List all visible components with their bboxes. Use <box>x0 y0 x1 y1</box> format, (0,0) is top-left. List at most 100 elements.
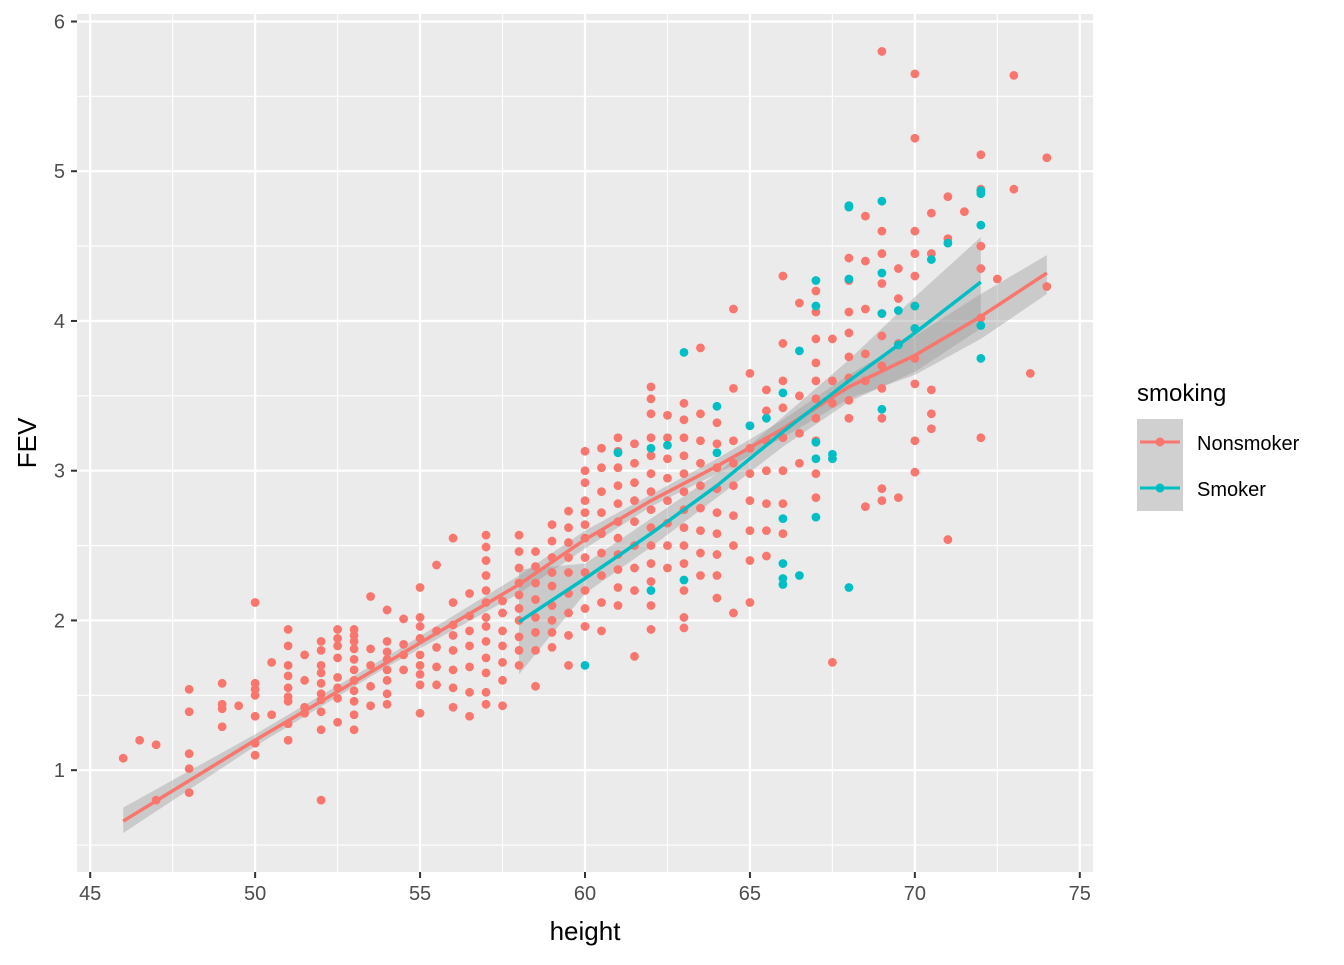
data-point-nonsmoker <box>481 542 491 552</box>
data-point-nonsmoker <box>448 598 458 607</box>
data-point-nonsmoker <box>778 271 788 281</box>
data-point-nonsmoker <box>415 622 425 631</box>
data-point-nonsmoker <box>399 639 408 649</box>
data-point-nonsmoker <box>465 687 474 697</box>
data-point-nonsmoker <box>877 383 887 393</box>
data-point-nonsmoker <box>877 413 887 423</box>
data-point-nonsmoker <box>696 503 705 513</box>
data-point-smoker <box>712 448 722 458</box>
data-point-nonsmoker <box>316 678 326 688</box>
data-point-nonsmoker <box>432 560 441 570</box>
data-point-nonsmoker <box>316 637 326 646</box>
data-point-nonsmoker <box>959 207 969 217</box>
data-point-nonsmoker <box>729 608 738 618</box>
data-point-nonsmoker <box>316 707 326 717</box>
data-point-nonsmoker <box>646 541 656 550</box>
y-tick-label: 4 <box>54 311 65 333</box>
data-point-nonsmoker <box>382 689 392 699</box>
data-point-smoker <box>679 348 689 357</box>
x-tick-label: 75 <box>1069 883 1091 905</box>
data-point-nonsmoker <box>184 684 194 694</box>
data-point-nonsmoker <box>448 645 458 655</box>
data-point-nonsmoker <box>811 376 821 386</box>
data-point-nonsmoker <box>580 622 590 631</box>
data-point-nonsmoker <box>481 622 491 631</box>
data-point-nonsmoker <box>976 241 986 251</box>
data-point-nonsmoker <box>778 499 788 509</box>
data-point-nonsmoker <box>663 496 672 506</box>
data-point-nonsmoker <box>1025 368 1035 378</box>
data-point-nonsmoker <box>745 526 755 535</box>
data-point-nonsmoker <box>481 687 491 697</box>
data-point-smoker <box>580 660 590 670</box>
data-point-nonsmoker <box>514 660 524 670</box>
x-tick-label: 60 <box>574 883 596 905</box>
data-point-nonsmoker <box>696 571 705 580</box>
data-point-nonsmoker <box>778 529 788 538</box>
data-point-nonsmoker <box>729 304 738 314</box>
data-point-nonsmoker <box>333 625 342 634</box>
data-point-nonsmoker <box>333 672 342 682</box>
y-tick-label: 3 <box>54 461 65 483</box>
data-point-nonsmoker <box>531 547 540 556</box>
data-point-nonsmoker <box>910 271 920 281</box>
data-point-nonsmoker <box>646 409 656 419</box>
data-point-nonsmoker <box>877 249 887 258</box>
data-point-nonsmoker <box>762 526 771 535</box>
data-point-nonsmoker <box>663 473 672 483</box>
data-point-smoker <box>828 454 837 464</box>
data-point-nonsmoker <box>547 642 557 652</box>
data-point-nonsmoker <box>762 466 771 476</box>
data-point-nonsmoker <box>184 749 194 759</box>
data-point-nonsmoker <box>646 487 656 497</box>
data-point-smoker <box>646 443 656 453</box>
data-point-nonsmoker <box>448 683 458 693</box>
data-point-nonsmoker <box>547 616 557 625</box>
data-point-nonsmoker <box>448 665 458 675</box>
data-point-nonsmoker <box>580 586 590 595</box>
data-point-nonsmoker <box>646 505 656 515</box>
data-point-nonsmoker <box>267 657 277 667</box>
data-point-nonsmoker <box>663 433 672 443</box>
legend-key-smoker-dot <box>1155 483 1165 493</box>
data-point-nonsmoker <box>910 226 920 236</box>
data-point-nonsmoker <box>795 391 804 401</box>
data-point-nonsmoker <box>283 735 293 745</box>
data-point-nonsmoker <box>597 626 606 636</box>
data-point-nonsmoker <box>745 598 755 607</box>
data-point-nonsmoker <box>349 644 359 654</box>
data-point-nonsmoker <box>762 499 771 509</box>
data-point-nonsmoker <box>646 451 656 461</box>
data-point-smoker <box>844 583 854 592</box>
data-point-nonsmoker <box>696 548 705 558</box>
data-point-smoker <box>762 413 771 423</box>
data-point-nonsmoker <box>679 613 689 622</box>
data-point-nonsmoker <box>498 608 507 618</box>
data-point-nonsmoker <box>762 551 771 561</box>
data-point-nonsmoker <box>564 538 573 547</box>
data-point-nonsmoker <box>877 331 887 341</box>
data-point-nonsmoker <box>613 481 623 491</box>
data-point-nonsmoker <box>250 750 260 760</box>
data-point-nonsmoker <box>646 523 656 533</box>
data-point-nonsmoker <box>531 628 540 637</box>
data-point-nonsmoker <box>679 623 689 633</box>
data-point-nonsmoker <box>828 376 837 386</box>
data-point-nonsmoker <box>498 701 507 711</box>
data-point-nonsmoker <box>217 678 227 688</box>
data-point-nonsmoker <box>745 496 755 506</box>
data-point-smoker <box>745 421 755 431</box>
data-point-nonsmoker <box>580 604 590 613</box>
data-point-smoker <box>844 274 854 284</box>
data-point-smoker <box>877 404 887 414</box>
data-point-nonsmoker <box>382 699 392 709</box>
data-point-nonsmoker <box>926 409 936 419</box>
data-point-nonsmoker <box>547 520 557 530</box>
data-point-nonsmoker <box>613 433 623 443</box>
data-point-nonsmoker <box>597 487 606 497</box>
data-point-nonsmoker <box>465 711 474 721</box>
data-point-nonsmoker <box>580 446 590 456</box>
data-point-nonsmoker <box>893 264 903 273</box>
data-point-nonsmoker <box>135 735 145 745</box>
